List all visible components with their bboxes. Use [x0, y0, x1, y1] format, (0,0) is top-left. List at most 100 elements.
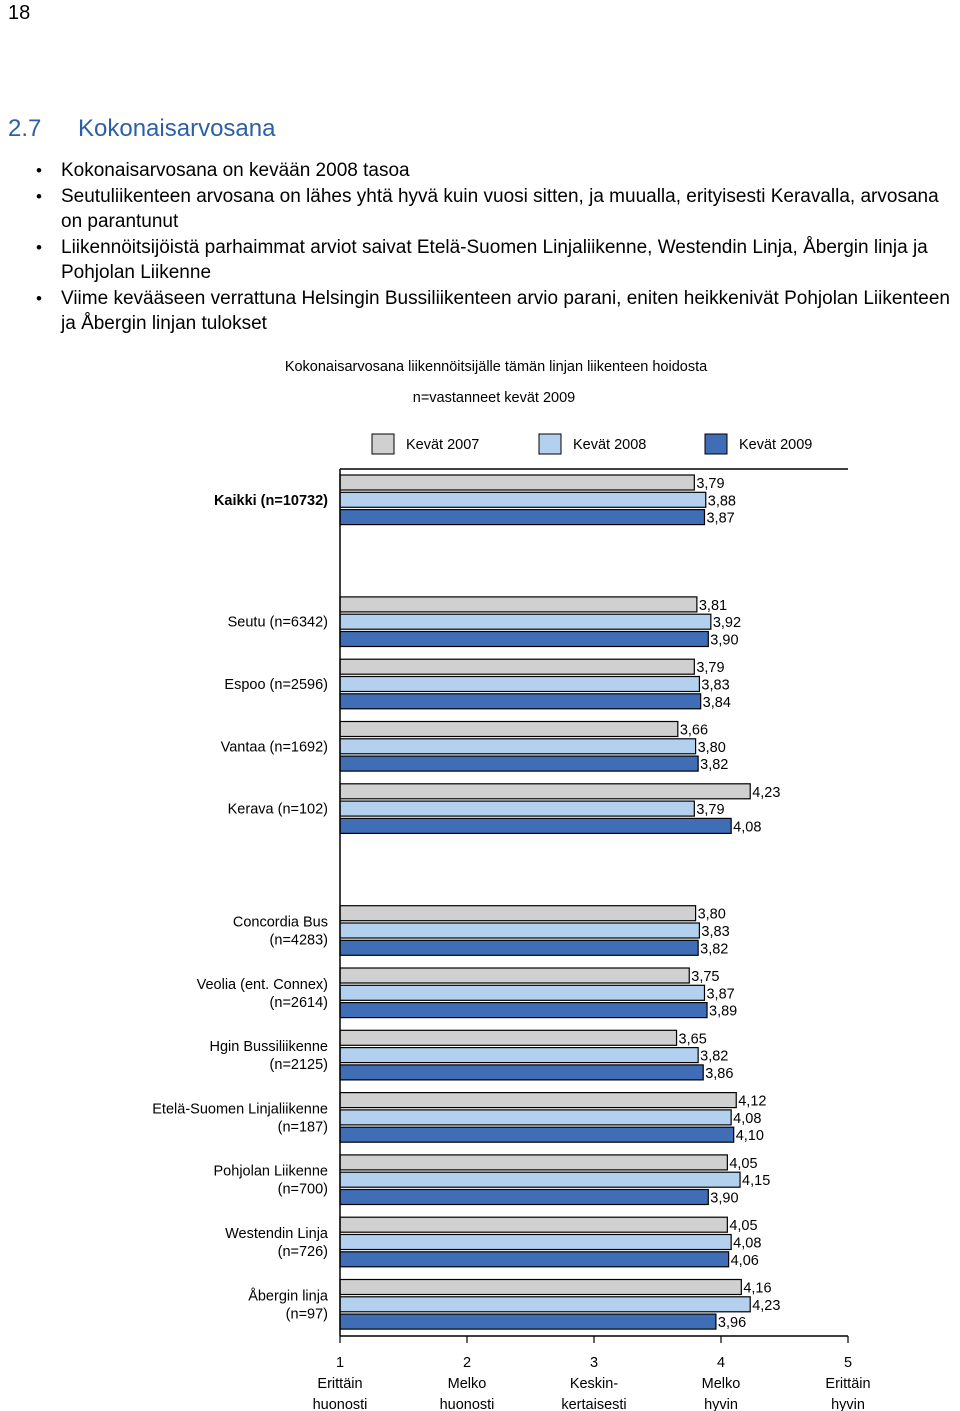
- category-label: Kaikki (n=10732): [214, 493, 328, 509]
- bullet-item: Liikennöitsijöistä parhaimmat arviot sai…: [36, 235, 956, 286]
- x-tick-label: huonosti: [313, 1397, 368, 1411]
- bar: [339, 630, 709, 648]
- bar-value-label: 3,92: [713, 615, 741, 631]
- legend-label: Kevät 2007: [406, 437, 479, 453]
- category-label: Seutu (n=6342): [228, 615, 328, 631]
- category-label: Etelä-Suomen Linjaliikenne: [152, 1101, 328, 1117]
- bullet-item: Viime kevääseen verrattuna Helsingin Bus…: [36, 286, 956, 337]
- bar: [339, 905, 697, 922]
- bar: [339, 1064, 704, 1081]
- bar-value-label: 3,65: [679, 1031, 707, 1047]
- bar-value-label: 3,87: [706, 986, 734, 1002]
- bar-value-label: 4,16: [743, 1281, 771, 1297]
- category-label: (n=726): [278, 1244, 328, 1260]
- bar-value-label: 4,08: [733, 1236, 761, 1252]
- bar: [339, 755, 699, 772]
- section-number: 2.7: [8, 115, 42, 142]
- bar: [339, 613, 712, 630]
- bar: [339, 967, 690, 984]
- bar: [339, 1296, 751, 1313]
- bar-value-label: 3,90: [710, 1191, 738, 1207]
- x-tick-label: 1: [336, 1355, 344, 1371]
- bar-value-label: 4,05: [729, 1218, 757, 1234]
- x-axis: 1 Erittäin huonosti 2 Melko huonosti 3 Keskin-k…: [313, 468, 871, 1411]
- category-label: Hgin Bussiliikenne: [210, 1039, 328, 1055]
- chart-legend: Kevät 2007 Kevät 2008 Kevät 2009: [371, 433, 812, 455]
- bullet-item: Seutuliikenteen arvosana on lähes yhtä h…: [36, 184, 956, 235]
- bar: [339, 1001, 708, 1019]
- bar-value-label: 3,82: [700, 1049, 728, 1065]
- bar-value-label: 3,80: [698, 740, 726, 756]
- bar-value-label: 3,75: [691, 969, 719, 985]
- bar-value-label: 4,06: [731, 1253, 759, 1269]
- bar-value-label: 3,96: [718, 1315, 746, 1331]
- bar: [339, 817, 732, 835]
- bar: [339, 658, 695, 675]
- x-tick-label: kertaisesti: [561, 1397, 626, 1411]
- bar: [339, 800, 695, 817]
- bar: [339, 1188, 709, 1206]
- x-tick-label: huonosti: [440, 1397, 495, 1411]
- bar: [339, 1126, 735, 1143]
- bar-value-label: 3,87: [706, 511, 734, 527]
- x-tick-label: 3: [590, 1355, 598, 1371]
- bar: [339, 1046, 699, 1064]
- bar-value-label: 3,90: [710, 633, 738, 649]
- bar-value-label: 3,81: [699, 598, 727, 614]
- bar: [339, 922, 701, 939]
- bar: [339, 596, 698, 613]
- category-label: Kerava (n=102): [228, 802, 328, 818]
- section-title: Kokonaisarvosana: [78, 115, 276, 142]
- bar: [339, 720, 679, 738]
- category-label: Concordia Bus: [233, 915, 328, 931]
- x-tick-label: 5: [844, 1355, 852, 1371]
- category-label: (n=2125): [270, 1057, 328, 1073]
- bar: [339, 1029, 678, 1046]
- bar: [339, 1251, 730, 1268]
- bar: [339, 675, 701, 693]
- bar: [339, 1171, 741, 1188]
- bar-value-label: 4,12: [738, 1094, 766, 1110]
- bar: [339, 474, 695, 491]
- bar: [339, 1109, 732, 1126]
- bar: [339, 509, 706, 526]
- bar: [339, 783, 751, 800]
- category-label: Åbergin linja: [248, 1287, 329, 1304]
- page-number: 18: [8, 2, 31, 24]
- bar: [339, 693, 702, 710]
- bar-value-label: 3,66: [680, 723, 708, 739]
- bullet-item: Kokonaisarvosana on kevään 2008 tasoa: [36, 158, 956, 184]
- category-label: (n=700): [278, 1182, 328, 1198]
- category-label: Pohjolan Liikenne: [214, 1164, 328, 1180]
- x-tick-label: 2: [463, 1355, 471, 1371]
- category-labels: Kaikki (n=10732) Seutu (n=6342) Espoo (n=2…: [152, 493, 329, 1323]
- chart-title: Kokonaisarvosana liikennöitsijälle tämän…: [285, 359, 708, 375]
- bar-value-label: 4,23: [752, 785, 780, 801]
- category-label: Espoo (n=2596): [224, 677, 328, 693]
- bar-value-label: 4,05: [729, 1156, 757, 1172]
- bar-value-label: 3,82: [700, 941, 728, 957]
- bar-value-label: 3,82: [700, 757, 728, 773]
- bar: [339, 1216, 728, 1233]
- section-heading: 2.7 Kokonaisarvosana: [8, 115, 275, 143]
- bar-value-label: 3,84: [703, 695, 731, 711]
- bar-value-label: 4,10: [736, 1128, 764, 1144]
- bar: [339, 491, 707, 508]
- x-tick-label: hyvin: [831, 1397, 865, 1411]
- category-label: (n=4283): [270, 933, 328, 949]
- bar-value-label: 3,83: [701, 924, 729, 940]
- x-tick-label: Erittäin: [317, 1376, 362, 1392]
- category-label: (n=97): [286, 1306, 328, 1322]
- bar-value-label: 4,15: [742, 1173, 770, 1189]
- bar-value-label: 3,89: [709, 1004, 737, 1020]
- bar: [339, 1313, 717, 1330]
- bar-value-label: 4,23: [752, 1298, 780, 1314]
- bar-value-label: 3,86: [705, 1066, 733, 1082]
- bar-value-label: 3,83: [701, 678, 729, 694]
- category-label: Veolia (ent. Connex): [197, 977, 328, 993]
- bars-layer: 3,793,883,873,813,923,903,793,833,843,66…: [339, 474, 780, 1331]
- bar-value-label: 3,79: [696, 802, 724, 818]
- bar: [339, 1091, 737, 1109]
- category-label: Westendin Linja: [225, 1226, 329, 1242]
- bullet-list: Kokonaisarvosana on kevään 2008 tasoa Se…: [36, 158, 956, 337]
